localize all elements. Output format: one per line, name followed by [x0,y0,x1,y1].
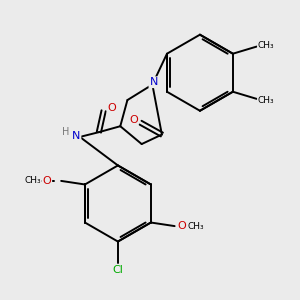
Text: CH₃: CH₃ [188,222,204,231]
Text: N: N [72,131,80,141]
Text: CH₃: CH₃ [258,41,274,50]
Text: O: O [129,115,138,125]
Text: O: O [177,221,186,231]
Text: O: O [108,103,116,113]
Text: CH₃: CH₃ [24,176,41,185]
Text: H: H [62,127,69,137]
Text: CH₃: CH₃ [258,96,274,105]
Text: N: N [149,77,158,87]
Text: O: O [43,176,51,186]
Text: Cl: Cl [112,265,123,275]
